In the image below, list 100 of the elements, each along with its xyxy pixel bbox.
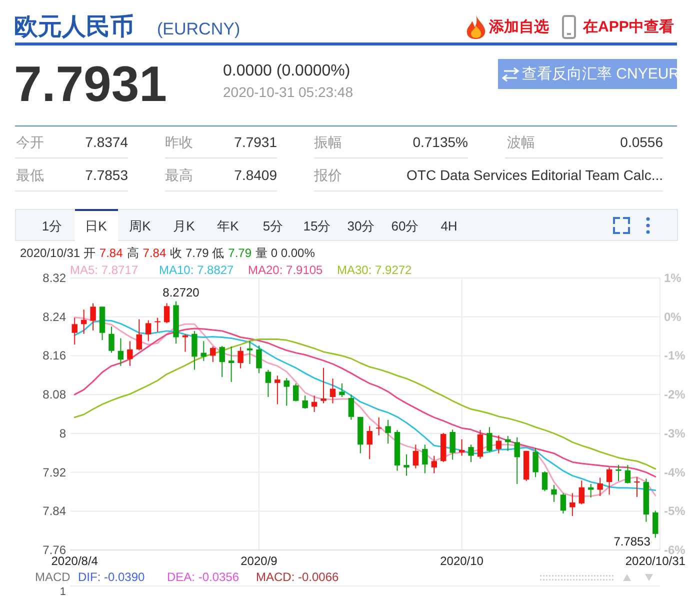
y-tick-label: 7.92 <box>42 465 66 480</box>
y-tick-label: 8.16 <box>42 348 66 363</box>
text: 高 <box>126 246 139 260</box>
text: OTC Data Services Editorial Team Calc... <box>406 167 663 183</box>
text: MACD <box>35 570 71 584</box>
candlestick <box>302 395 308 410</box>
candlestick <box>182 334 188 352</box>
candlestick <box>560 492 566 514</box>
candlestick <box>274 375 280 405</box>
y-tick-label: 7.84 <box>42 504 66 518</box>
text: 收 7.79 低 <box>170 246 224 260</box>
candlestick <box>320 367 326 404</box>
text: 7.7931 <box>14 56 167 112</box>
candlestick <box>597 477 603 497</box>
text: 振幅 <box>314 134 342 150</box>
candlestick <box>578 480 584 505</box>
text: 在APP中查看 <box>582 18 674 36</box>
text: 7.7931 <box>234 134 278 150</box>
candlestick <box>330 378 336 404</box>
candlestick <box>228 346 234 382</box>
candlestick <box>366 426 372 460</box>
candlestick <box>72 317 78 346</box>
candlestick <box>136 318 142 351</box>
candlestick <box>90 302 96 331</box>
candlestick <box>210 346 216 363</box>
text: 日K <box>85 218 108 234</box>
candlestick <box>616 464 622 482</box>
candlestick <box>514 436 520 484</box>
candlestick <box>412 444 419 469</box>
x-tick-label: 2020/10/31 <box>625 554 686 568</box>
text: 1分 <box>42 218 62 234</box>
candlestick <box>256 345 262 374</box>
y2-tick-label: -3% <box>664 426 686 440</box>
annotation: 8.2720 <box>162 285 200 300</box>
candlestick <box>468 444 474 463</box>
y2-tick-label: 1% <box>664 271 682 285</box>
text: 7.8409 <box>234 167 278 183</box>
candlestick <box>624 464 631 484</box>
text: 报价 <box>313 167 342 183</box>
candlestick <box>496 434 502 454</box>
candlestick <box>154 317 160 332</box>
candlestick <box>588 483 594 498</box>
text: 30分 <box>347 218 375 234</box>
candlestick <box>108 326 114 354</box>
text: MA30: 7.9272 <box>337 263 412 277</box>
text: 0.0556 <box>620 134 664 150</box>
text: 波幅 <box>507 134 535 150</box>
y-tick-label: 7.76 <box>42 543 66 557</box>
text: 年K <box>217 218 240 234</box>
text: 最低 <box>16 167 44 183</box>
text: 月K <box>173 218 196 234</box>
candlestick <box>431 455 437 474</box>
candlestick <box>284 378 290 406</box>
text: MA10: 7.8827 <box>159 263 234 277</box>
candlestick <box>238 346 244 369</box>
text: MACD: -0.0066 <box>256 570 340 584</box>
text: DIF: -0.0390 <box>78 570 146 584</box>
text: 0.7135% <box>412 134 468 150</box>
text: 欧元人民币 <box>14 14 134 40</box>
text: 4H <box>440 218 458 234</box>
candlestick <box>146 320 152 342</box>
y2-tick-label: -2% <box>664 388 686 402</box>
text: 添加自选 <box>488 18 549 36</box>
candlestick <box>542 470 548 492</box>
candlestick <box>118 338 124 366</box>
candlestick <box>339 382 345 398</box>
text: 7.84 <box>99 246 124 260</box>
candlestick <box>385 419 391 444</box>
y2-tick-label: -6% <box>664 543 686 557</box>
candlestick <box>219 346 225 378</box>
text: 5分 <box>262 218 284 234</box>
x-tick-label: 2020/8/4 <box>51 554 98 568</box>
text: 7.8374 <box>85 134 128 150</box>
text: 0.0000 (0.0000%) <box>223 62 350 80</box>
candlestick <box>127 340 133 366</box>
text: 7.79 <box>228 246 252 260</box>
x-tick-label: 2020/9 <box>240 554 278 568</box>
candlestick <box>164 302 170 324</box>
text: 2020/10/31 开 <box>20 246 96 260</box>
candlestick <box>376 416 382 436</box>
text: (EURCNY) <box>157 20 240 38</box>
text: DEA: -0.0356 <box>167 570 240 584</box>
candlestick <box>551 484 557 502</box>
x-tick-label: 2020/10 <box>440 554 484 568</box>
candlestick <box>192 330 198 370</box>
text: MA20: 7.9105 <box>248 263 324 277</box>
candlestick <box>570 492 576 516</box>
y-tick-label: 8 <box>59 426 66 440</box>
text: 最高 <box>165 167 193 183</box>
y2-tick-label: -5% <box>664 504 686 518</box>
text: 7.84 <box>142 246 166 260</box>
text: 今开 <box>16 134 44 150</box>
text: 60分 <box>391 218 419 234</box>
text: 2020-10-31 05:23:48 <box>223 84 354 100</box>
candlestick <box>293 382 299 402</box>
text: 1 <box>60 586 66 598</box>
y2-tick-label: -1% <box>664 348 686 363</box>
candlestick <box>246 340 253 364</box>
candlestick <box>532 448 538 478</box>
candlestick <box>450 429 456 460</box>
